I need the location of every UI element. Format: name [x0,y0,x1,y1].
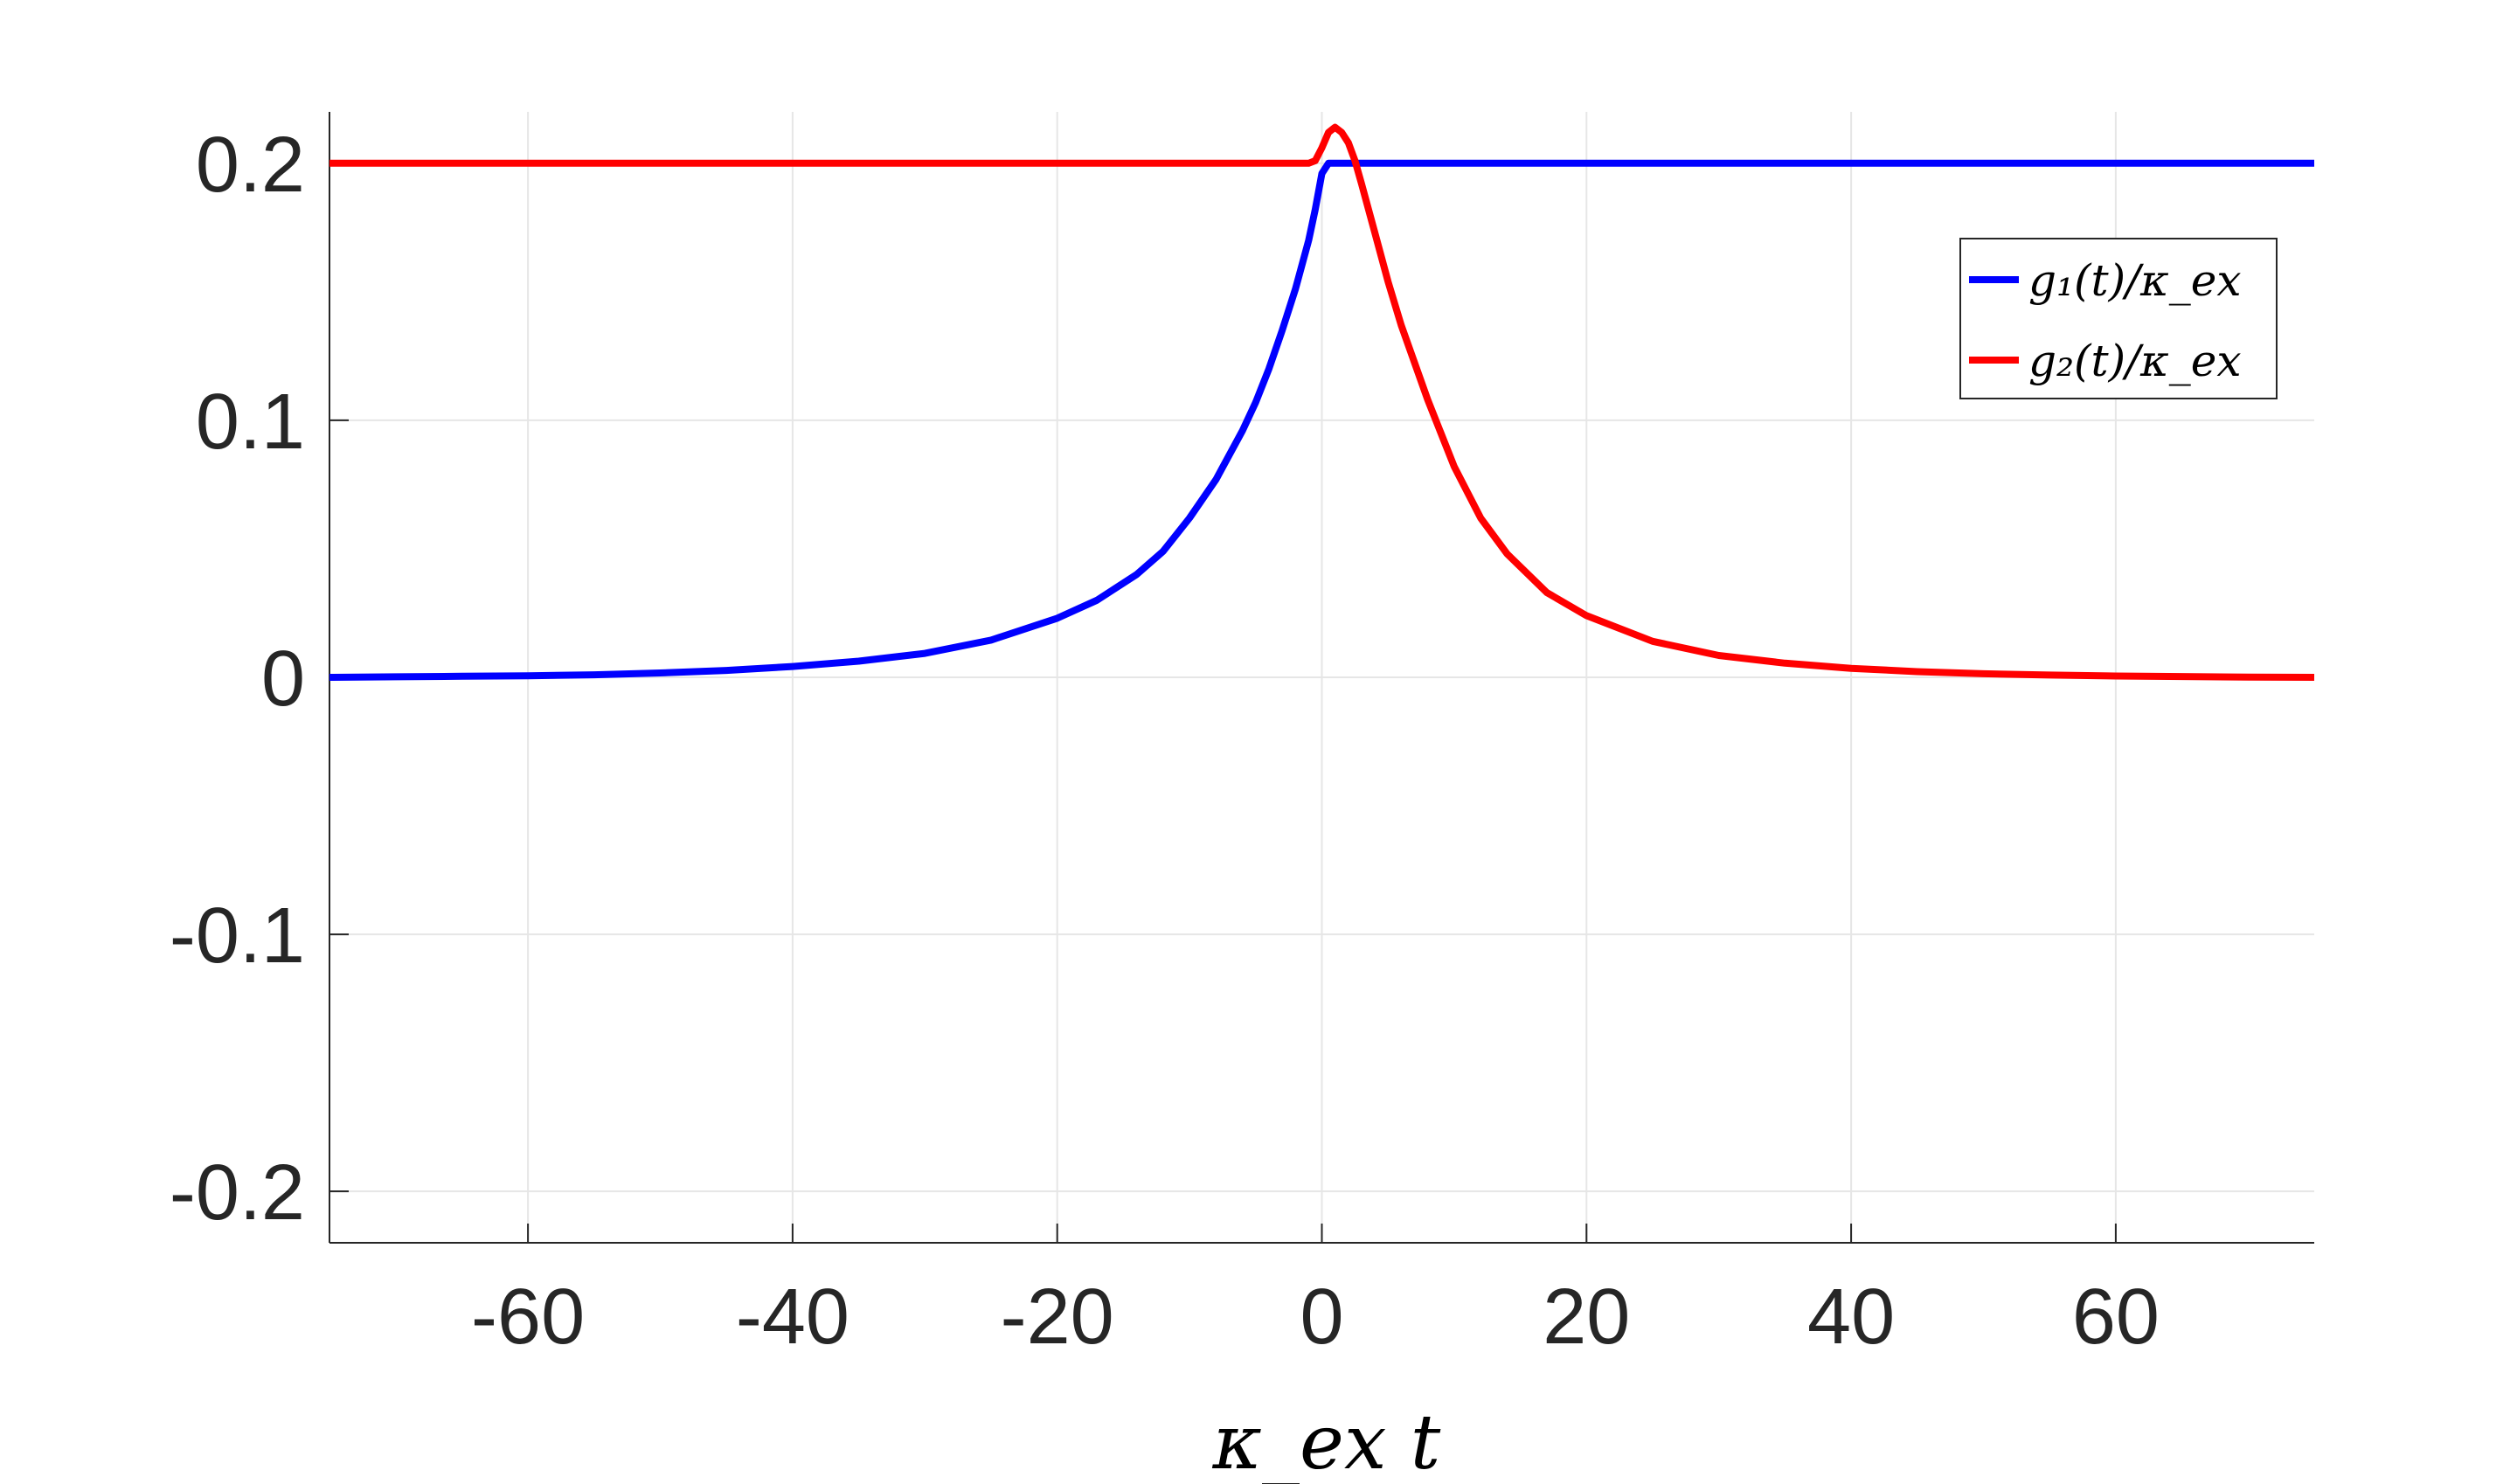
tick-labels: -60 -40 -20 0 20 40 60 -0.2 -0.1 0 0.1 0.2 [170,121,2160,1361]
y-tick-label-4: 0.2 [196,121,305,209]
y-tick-label-3: 0.1 [196,378,305,466]
y-tick-label-0: -0.2 [170,1149,305,1237]
x-axis-label: κ_ex t [1212,1399,1441,1484]
y-tick-label-1: -0.1 [170,892,305,980]
series-line-g1 [329,159,2314,681]
legend-label-g1: g₁(t)/κ_ex [2028,255,2242,306]
x-tick-label-3: 0 [1300,1273,1343,1361]
x-tick-label-1: -40 [736,1273,849,1361]
legend-label-g2: g₂(t)/κ_ex [2028,336,2242,386]
legend-box [1959,238,2278,399]
y-tick-label-2: 0 [261,635,305,723]
x-tick-label-2: -20 [1001,1273,1114,1361]
series-line-g2 [329,123,2315,681]
legend: g₁(t)/κ_ex g₂(t)/κ_ex [1959,238,2278,399]
x-tick-label-5: 40 [1807,1273,1895,1361]
x-tick-label-0: -60 [471,1273,585,1361]
x-tick-label-6: 60 [2072,1273,2160,1361]
x-tick-label-4: 20 [1543,1273,1630,1361]
series [329,123,2315,681]
